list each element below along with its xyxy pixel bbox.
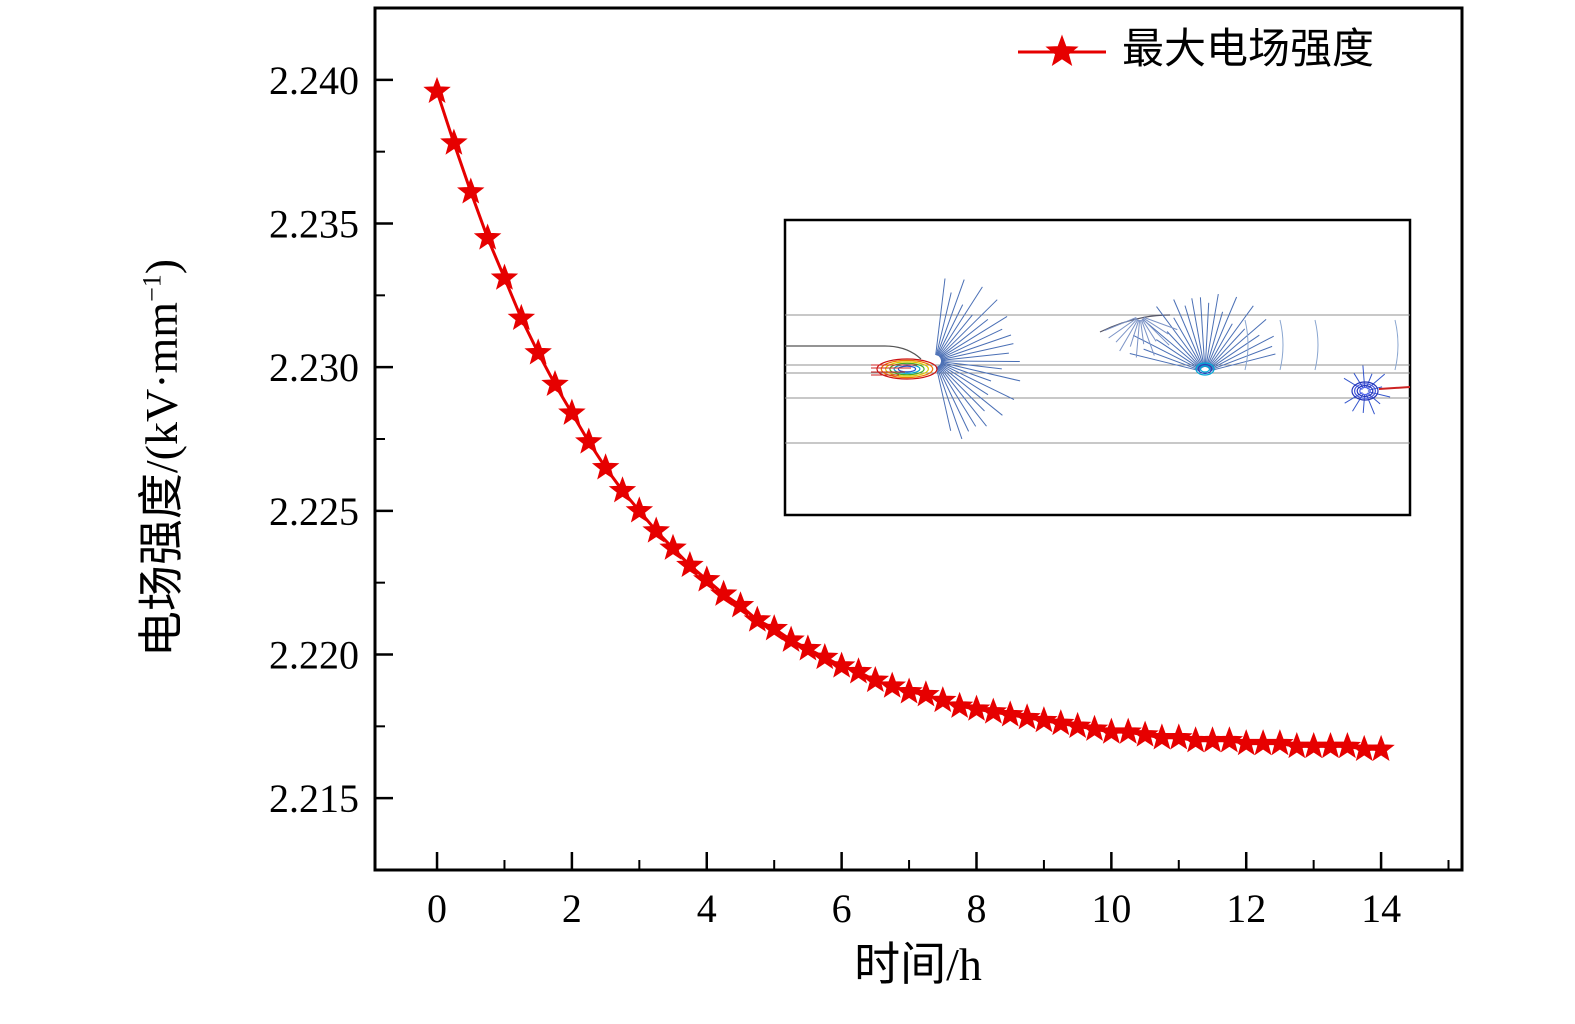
star-marker [625,496,654,523]
star-marker [1215,726,1244,753]
y-axis-label-superscript: −1 [137,274,167,302]
x-tick-label: 14 [1361,886,1401,931]
star-marker [979,697,1008,724]
star-marker [473,223,502,250]
star-marker [423,76,451,103]
series-max-field [423,76,1395,761]
x-tick-label: 12 [1226,886,1266,931]
star-marker [929,686,957,713]
star-marker [1266,729,1294,756]
star-marker [541,369,569,397]
star-marker [591,453,620,480]
axis-ticks [375,7,1450,871]
star-marker [524,338,552,365]
star-marker [827,651,856,678]
legend-label: 最大电场强度 [1122,27,1375,73]
star-marker [659,533,687,560]
star-marker [1333,731,1362,759]
star-marker [794,634,822,661]
y-tick-label: 2.240 [269,58,359,103]
star-marker [1063,711,1092,739]
y-axis-label-text: 电场强度/(kV·mm [136,301,187,658]
y-tick-label: 2.230 [269,345,359,390]
star-marker [558,398,586,425]
star-marker [676,550,704,578]
star-marker [1047,709,1075,736]
x-tick-label: 2 [562,886,582,931]
star-marker [1114,717,1142,744]
star-marker [608,476,637,503]
y-tick-label: 2.235 [269,202,359,247]
x-tick-label: 0 [427,886,447,931]
star-marker [945,691,974,718]
x-axis-label: 时间/h [854,939,982,990]
star-marker [490,263,519,290]
star-marker [575,427,603,454]
star-marker [1013,703,1041,730]
x-tick-label: 10 [1091,886,1131,931]
star-marker [1030,706,1058,733]
star-marker [878,671,906,698]
y-axis-label: 电场强度/(kV·mm−1) [125,178,191,738]
x-tick-label: 4 [697,886,717,931]
y-tick-label: 2.215 [269,776,359,821]
star-marker [895,677,923,704]
star-marker [1080,714,1109,741]
star-marker [844,657,873,684]
star-marker [693,565,721,592]
star-marker [457,177,485,204]
y-tick-label: 2.225 [269,489,359,534]
star-marker [1045,34,1079,67]
star-marker [912,680,940,707]
y-axis-label-suffix: ) [136,258,187,275]
star-marker [440,128,468,155]
star-marker [861,665,890,693]
star-marker [811,642,839,670]
star-marker [962,694,991,721]
tick-labels: 0 2 4 6 8 10 12 14 2.215 2.220 2.225 2.230 2.235 2.24… [269,58,1401,931]
y-tick-label: 2.220 [269,633,359,678]
star-marker [996,700,1024,727]
star-marker [777,625,805,652]
star-marker [726,591,755,618]
star-marker [709,579,738,606]
x-tick-label: 6 [832,886,852,931]
star-marker [1367,734,1395,761]
star-marker [743,605,772,632]
star-marker [1165,723,1193,750]
star-marker [1131,720,1159,747]
x-tick-label: 8 [966,886,986,931]
legend-marker [1018,34,1106,67]
star-marker [507,303,536,330]
star-marker [760,614,788,641]
star-marker [642,516,670,543]
inset-contour-plot [783,218,1412,517]
